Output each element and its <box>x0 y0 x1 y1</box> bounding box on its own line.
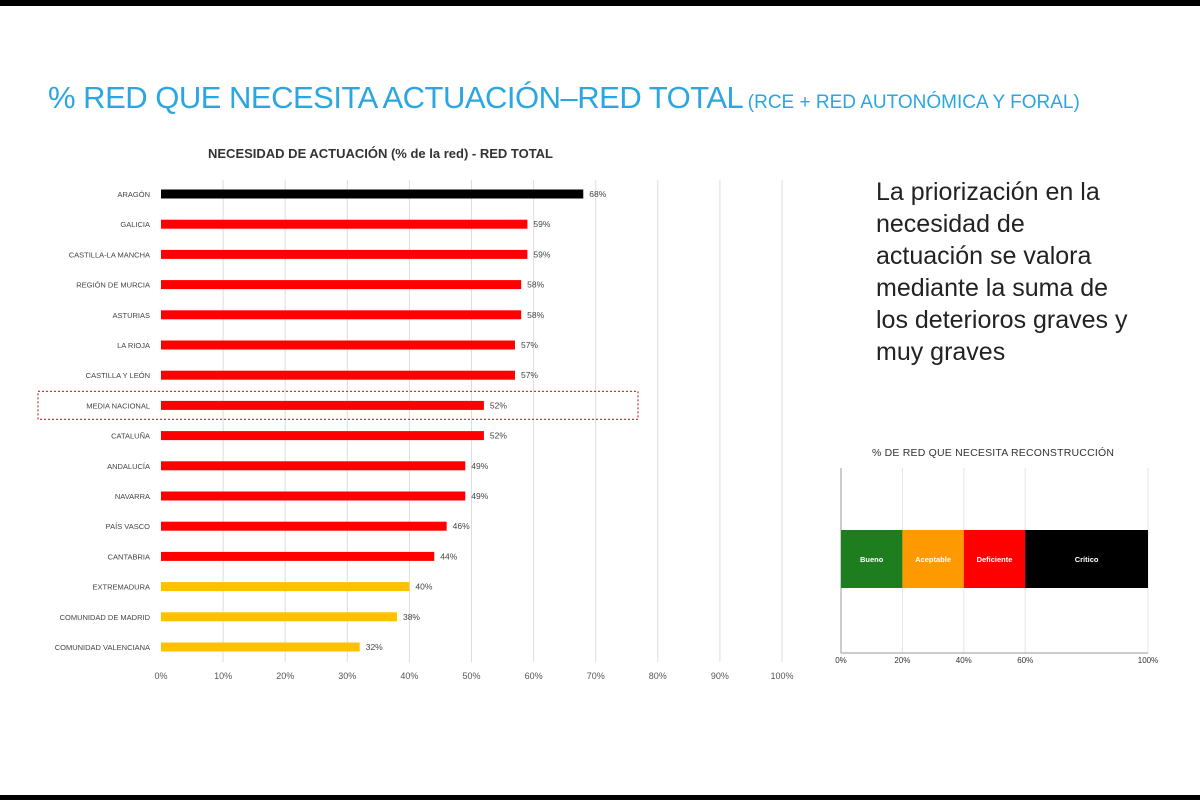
side-explanation-text: La priorización en la necesidad de actua… <box>876 178 1128 366</box>
mini-x-tick-label: 100% <box>1138 656 1158 665</box>
data-label: 40% <box>415 582 432 592</box>
category-label: COMUNIDAD DE MADRID <box>60 613 151 622</box>
category-label: ANDALUCÍA <box>107 462 150 471</box>
mini-x-tick-label: 0% <box>835 656 847 665</box>
x-tick-label: 80% <box>649 671 667 681</box>
data-label: 49% <box>471 461 488 471</box>
bar <box>161 612 397 622</box>
bar <box>161 642 360 652</box>
highlight-box <box>37 390 639 420</box>
bar <box>161 461 466 471</box>
page-title-main: % RED QUE NECESITA ACTUACIÓN–RED TOTAL <box>48 80 744 115</box>
data-label: 46% <box>453 521 470 531</box>
category-label: EXTREMADURA <box>92 583 150 592</box>
bar <box>161 521 447 531</box>
bar <box>161 491 466 501</box>
bar <box>161 310 522 320</box>
data-label: 52% <box>490 431 507 441</box>
mini-segment-label: Bueno <box>860 555 884 564</box>
bar <box>161 219 528 229</box>
mini-segment-label: Crítico <box>1075 555 1099 564</box>
main-chart-title: NECESIDAD DE ACTUACIÓN (% de la red) - R… <box>208 146 554 161</box>
bar <box>161 340 515 350</box>
mini-segment <box>963 530 1026 588</box>
x-tick-label: 20% <box>276 671 294 681</box>
x-tick-label: 0% <box>154 671 167 681</box>
x-tick-label: 60% <box>525 671 543 681</box>
data-label: 58% <box>527 310 544 320</box>
data-label: 57% <box>521 340 538 350</box>
data-label: 52% <box>490 400 507 410</box>
mini-segment-label: Deficiente <box>977 555 1013 564</box>
category-label: CASTILLA Y LEÓN <box>86 371 150 380</box>
mini-x-tick-label: 60% <box>1017 656 1033 665</box>
data-label: 57% <box>521 370 538 380</box>
top-frame-bar <box>0 0 1200 6</box>
x-tick-label: 30% <box>338 671 356 681</box>
bar <box>161 431 484 441</box>
data-label: 32% <box>366 642 383 652</box>
data-label: 58% <box>527 280 544 290</box>
mini-x-tick-label: 40% <box>956 656 972 665</box>
x-tick-label: 100% <box>770 671 793 681</box>
data-label: 59% <box>533 249 550 259</box>
data-label: 44% <box>440 551 457 561</box>
category-label: MEDIA NACIONAL <box>86 401 150 410</box>
mini-segment <box>841 530 903 588</box>
x-tick-label: 90% <box>711 671 729 681</box>
category-label: PAÍS VASCO <box>106 522 150 531</box>
category-label: CATALUÑA <box>111 432 150 441</box>
category-label: GALICIA <box>120 220 150 229</box>
category-label: ASTURIAS <box>112 311 150 320</box>
x-tick-label: 50% <box>462 671 480 681</box>
category-label: REGIÓN DE MURCIA <box>76 281 150 290</box>
data-label: 38% <box>403 612 420 622</box>
bar <box>161 249 528 259</box>
mini-chart-title: % DE RED QUE NECESITA RECONSTRUCCIÓN <box>872 447 1115 459</box>
category-label: CANTABRIA <box>108 552 150 561</box>
mini-segment <box>902 530 964 588</box>
bar <box>161 189 584 199</box>
x-tick-label: 40% <box>400 671 418 681</box>
x-tick-label: 10% <box>214 671 232 681</box>
page-title-sub: (RCE + RED AUTONÓMICA Y FORAL) <box>747 92 1080 113</box>
mini-x-tick-label: 20% <box>894 656 910 665</box>
bar <box>161 370 515 380</box>
bar <box>161 551 435 561</box>
category-label: CASTILLA-LA MANCHA <box>69 250 150 259</box>
mini-segment-label: Aceptable <box>915 555 951 564</box>
bar <box>161 400 484 410</box>
x-tick-label: 70% <box>587 671 605 681</box>
category-label: ARAGÓN <box>117 190 150 199</box>
category-label: COMUNIDAD VALENCIANA <box>55 643 150 652</box>
mini-segment <box>1025 530 1148 588</box>
bar <box>161 582 410 592</box>
data-label: 49% <box>471 491 488 501</box>
category-label: NAVARRA <box>115 492 150 501</box>
data-label: 59% <box>533 219 550 229</box>
page-title: % RED QUE NECESITA ACTUACIÓN–RED TOTAL (… <box>48 80 1080 116</box>
data-label: 68% <box>589 189 606 199</box>
bottom-frame-bar <box>0 795 1200 800</box>
bar <box>161 280 522 290</box>
category-label: LA RIOJA <box>117 341 150 350</box>
